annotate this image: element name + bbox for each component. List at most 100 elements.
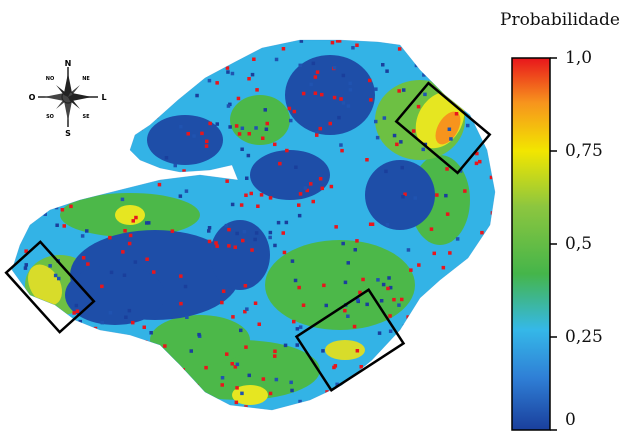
sample-point bbox=[215, 244, 219, 248]
legend-ticks bbox=[550, 57, 557, 431]
sample-point bbox=[122, 103, 126, 108]
sample-point bbox=[368, 78, 372, 83]
sample-point bbox=[455, 320, 459, 324]
sample-point bbox=[192, 134, 196, 138]
sample-point bbox=[264, 127, 269, 131]
sample-point bbox=[480, 230, 484, 235]
sample-point bbox=[81, 256, 86, 260]
sample-point bbox=[352, 324, 357, 329]
sample-point bbox=[490, 211, 495, 215]
sample-point bbox=[149, 331, 153, 335]
sample-point bbox=[143, 398, 147, 402]
sample-point bbox=[276, 220, 281, 225]
sample-point bbox=[239, 203, 244, 207]
sample-point bbox=[116, 92, 120, 97]
compass-south: S bbox=[65, 129, 71, 138]
sample-point bbox=[141, 172, 145, 177]
sample-point bbox=[273, 349, 277, 353]
sample-point bbox=[476, 256, 480, 260]
sample-point bbox=[289, 380, 293, 385]
sample-point bbox=[145, 221, 149, 225]
sample-point bbox=[484, 373, 488, 377]
sample-point bbox=[247, 373, 251, 378]
sample-point bbox=[164, 46, 168, 50]
sample-point bbox=[164, 156, 169, 160]
sample-point bbox=[388, 329, 393, 333]
sample-point bbox=[295, 327, 300, 331]
sample-point bbox=[44, 98, 49, 103]
sample-point bbox=[435, 193, 439, 197]
sample-point bbox=[125, 378, 129, 382]
sample-point bbox=[91, 40, 96, 43]
sample-point bbox=[441, 265, 446, 270]
sample-point bbox=[242, 229, 247, 234]
sample-point bbox=[397, 89, 401, 93]
sample-point bbox=[298, 63, 302, 68]
sample-point bbox=[178, 194, 183, 198]
sample-point bbox=[454, 308, 458, 312]
compass-northwest: NO bbox=[46, 76, 54, 82]
sample-point bbox=[427, 48, 431, 53]
sample-point bbox=[337, 40, 342, 43]
sample-point bbox=[385, 222, 390, 227]
sample-point bbox=[168, 172, 173, 176]
sample-point bbox=[301, 303, 306, 307]
sample-point bbox=[18, 106, 23, 110]
sample-point bbox=[125, 130, 129, 134]
sample-point bbox=[214, 241, 218, 245]
sample-point bbox=[53, 273, 58, 278]
sample-point bbox=[483, 40, 487, 45]
sample-point bbox=[16, 130, 21, 134]
sample-point bbox=[234, 124, 239, 128]
sample-point bbox=[294, 165, 298, 169]
sample-point bbox=[244, 193, 248, 197]
sample-point bbox=[297, 213, 302, 218]
sample-point bbox=[444, 55, 448, 60]
sample-point bbox=[207, 229, 211, 233]
sample-point bbox=[179, 274, 183, 278]
sample-point bbox=[70, 184, 75, 188]
sample-point bbox=[292, 109, 297, 114]
sample-point bbox=[363, 378, 367, 383]
sample-point bbox=[78, 149, 83, 153]
sample-point bbox=[49, 385, 53, 389]
sample-point bbox=[321, 349, 325, 353]
sample-point bbox=[445, 167, 449, 171]
legend-tick-label: 1,0 bbox=[565, 48, 593, 68]
sample-point bbox=[483, 337, 487, 341]
sample-point bbox=[259, 193, 264, 197]
sample-point bbox=[80, 129, 84, 133]
sample-point bbox=[320, 186, 324, 191]
sample-point bbox=[283, 343, 288, 348]
sample-point bbox=[235, 362, 240, 367]
sample-point bbox=[399, 140, 403, 144]
sample-point bbox=[374, 87, 378, 91]
sample-point bbox=[318, 126, 322, 131]
sample-point bbox=[355, 43, 359, 47]
sample-point bbox=[341, 101, 346, 105]
sample-point bbox=[108, 389, 113, 393]
sample-point bbox=[57, 276, 61, 281]
sample-point bbox=[144, 408, 148, 410]
compass-southwest: SO bbox=[46, 114, 54, 120]
sample-point bbox=[226, 70, 230, 74]
sample-point bbox=[430, 401, 435, 405]
sample-point bbox=[311, 199, 315, 204]
sample-point bbox=[68, 354, 72, 359]
sample-point bbox=[453, 297, 458, 301]
sample-point bbox=[475, 321, 480, 326]
sample-point bbox=[85, 229, 89, 233]
sample-point bbox=[402, 88, 406, 92]
sample-point bbox=[147, 55, 151, 59]
sample-point bbox=[261, 136, 265, 140]
sample-point bbox=[496, 198, 500, 202]
sample-point bbox=[78, 319, 82, 324]
sample-point bbox=[417, 263, 421, 267]
sample-point bbox=[16, 46, 21, 51]
sample-point bbox=[274, 377, 279, 382]
sample-point bbox=[315, 131, 319, 135]
sample-point bbox=[239, 328, 243, 333]
sample-point bbox=[293, 278, 298, 283]
sample-point bbox=[480, 365, 485, 370]
sample-point bbox=[273, 354, 277, 358]
